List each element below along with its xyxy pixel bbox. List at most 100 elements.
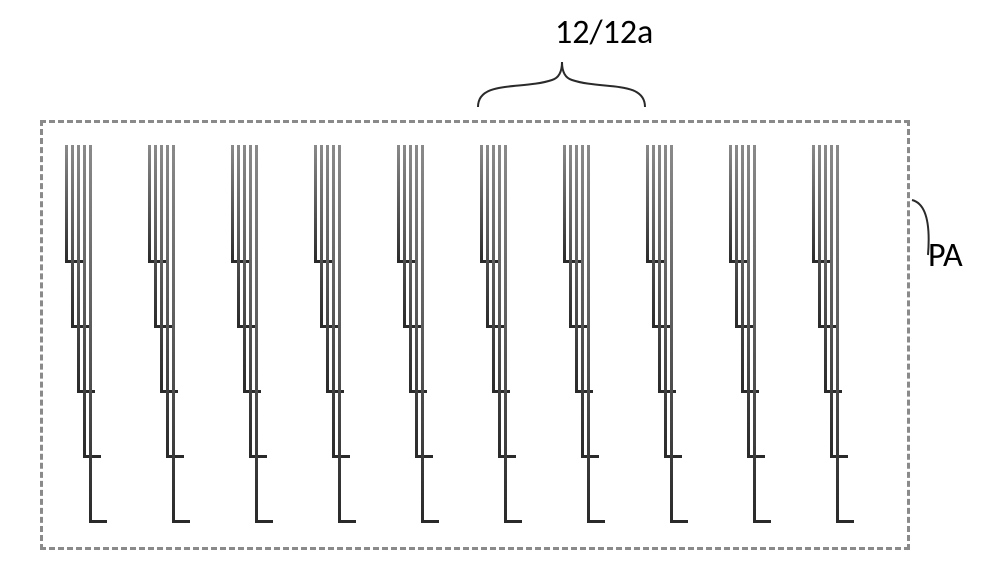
vertical-line [77, 145, 80, 393]
line-foot [397, 260, 415, 263]
line-cluster [231, 145, 264, 530]
line-foot [818, 325, 836, 328]
line-foot [575, 390, 593, 393]
brace-path [478, 62, 645, 107]
line-cluster [646, 145, 679, 530]
vertical-line [320, 145, 323, 328]
vertical-line [747, 145, 750, 458]
vertical-line [480, 145, 483, 263]
vertical-line [89, 145, 92, 523]
line-foot [314, 260, 332, 263]
vertical-line [397, 145, 400, 263]
line-foot [71, 325, 89, 328]
vertical-line [148, 145, 151, 263]
vertical-line [753, 145, 756, 523]
vertical-line [670, 145, 673, 523]
line-foot [812, 260, 830, 263]
vertical-line [237, 145, 240, 328]
line-foot [670, 520, 688, 523]
line-foot [415, 455, 433, 458]
line-foot [664, 455, 682, 458]
line-foot [830, 455, 848, 458]
vertical-line [492, 145, 495, 393]
vertical-line [486, 145, 489, 328]
vertical-line [421, 145, 424, 523]
line-foot [836, 520, 854, 523]
leader-pa [912, 200, 929, 255]
line-foot [421, 520, 439, 523]
vertical-line [836, 145, 839, 523]
vertical-line [646, 145, 649, 263]
label-top: 12/12a [555, 12, 653, 53]
line-foot [231, 260, 249, 263]
line-foot [646, 260, 664, 263]
line-cluster [65, 145, 98, 530]
line-foot [569, 325, 587, 328]
line-foot [89, 520, 107, 523]
line-foot [249, 455, 267, 458]
line-foot [486, 325, 504, 328]
vertical-line [338, 145, 341, 523]
line-cluster [812, 145, 845, 530]
line-foot [563, 260, 581, 263]
line-foot [403, 325, 421, 328]
line-foot [409, 390, 427, 393]
line-foot [741, 390, 759, 393]
vertical-line [160, 145, 163, 393]
line-foot [65, 260, 83, 263]
label-right: PA [928, 235, 963, 276]
line-foot [320, 325, 338, 328]
line-foot [729, 260, 747, 263]
line-foot [160, 390, 178, 393]
vertical-line [664, 145, 667, 458]
line-cluster [729, 145, 762, 530]
vertical-line [83, 145, 86, 458]
line-foot [824, 390, 842, 393]
vertical-line [587, 145, 590, 523]
vertical-line [314, 145, 317, 263]
vertical-line [581, 145, 584, 458]
vertical-line [729, 145, 732, 263]
line-foot [747, 455, 765, 458]
line-foot [581, 455, 599, 458]
vertical-line [658, 145, 661, 393]
line-cluster [148, 145, 181, 530]
vertical-line [231, 145, 234, 263]
vertical-line [403, 145, 406, 328]
line-foot [735, 325, 753, 328]
line-foot [83, 455, 101, 458]
vertical-line [249, 145, 252, 458]
vertical-line [504, 145, 507, 523]
line-foot [338, 520, 356, 523]
vertical-line [652, 145, 655, 328]
line-foot [326, 390, 344, 393]
vertical-line [498, 145, 501, 458]
vertical-line [409, 145, 412, 393]
vertical-line [569, 145, 572, 328]
line-foot [148, 260, 166, 263]
vertical-line [818, 145, 821, 328]
vertical-line [172, 145, 175, 523]
vertical-line [575, 145, 578, 393]
line-foot [480, 260, 498, 263]
vertical-line [255, 145, 258, 523]
line-foot [154, 325, 172, 328]
vertical-line [830, 145, 833, 458]
line-foot [77, 390, 95, 393]
line-cluster [314, 145, 347, 530]
line-foot [504, 520, 522, 523]
line-foot [498, 455, 516, 458]
vertical-line [71, 145, 74, 328]
line-foot [492, 390, 510, 393]
line-foot [243, 390, 261, 393]
vertical-line [741, 145, 744, 393]
line-foot [658, 390, 676, 393]
line-foot [652, 325, 670, 328]
vertical-line [812, 145, 815, 263]
vertical-line [65, 145, 68, 263]
line-foot [753, 520, 771, 523]
vertical-line [154, 145, 157, 328]
line-foot [332, 455, 350, 458]
line-foot [587, 520, 605, 523]
line-foot [166, 455, 184, 458]
